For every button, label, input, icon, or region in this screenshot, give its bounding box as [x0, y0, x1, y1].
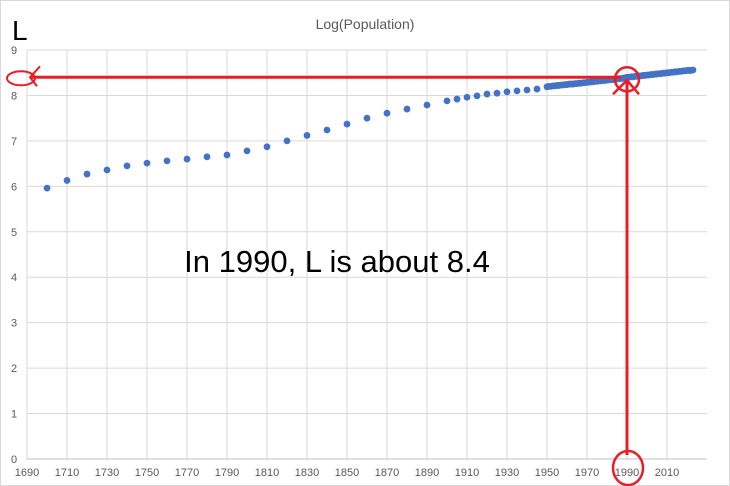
y-tick-label: 3: [11, 318, 17, 330]
data-point: [103, 166, 111, 174]
x-tick-label: 1850: [335, 467, 359, 479]
annotations: L In 1990, L is about 8.4: [6, 15, 645, 486]
data-point: [163, 157, 171, 165]
x-tick-label: 1770: [175, 467, 199, 479]
data-point: [473, 92, 481, 100]
y-tick-label: 6: [11, 181, 17, 193]
x-tick-label: 1830: [295, 467, 319, 479]
x-tick-label: 1970: [575, 467, 599, 479]
data-point: [493, 89, 501, 97]
gridlines: [26, 49, 707, 460]
data-point: [143, 159, 151, 167]
data-point: [203, 153, 211, 161]
data-point: [183, 155, 191, 163]
x-tick-label: 2010: [655, 467, 679, 479]
y-tick-label: 0: [11, 454, 17, 466]
y-axis-ticks: 0 1 2 3 4 5 6 7 8 9: [11, 45, 17, 466]
data-point: [243, 147, 251, 155]
data-point: [363, 114, 371, 122]
data-point: [503, 88, 511, 96]
data-point: [63, 177, 71, 184]
x-tick-label: 1910: [455, 467, 479, 479]
data-point: [303, 132, 311, 139]
x-tick-label: 1710: [55, 467, 79, 479]
y-tick-label: 5: [11, 227, 17, 239]
x-tick-label: 1810: [255, 467, 279, 479]
highlight-point-circle: [613, 66, 641, 93]
data-point: [533, 85, 541, 93]
y-value-circle: [6, 70, 36, 87]
y-tick-label: 9: [11, 45, 17, 57]
data-point: [343, 120, 351, 128]
y-tick-label: 1: [11, 409, 17, 421]
x-tick-label: 1890: [415, 467, 439, 479]
data-point: [263, 143, 271, 151]
x-tick-label: 1750: [135, 467, 159, 479]
x-tick-label: 1990: [615, 467, 639, 479]
y-tick-label: 2: [11, 363, 17, 375]
y-tick-label: 8: [11, 90, 17, 102]
x-tick-label: 1870: [375, 467, 399, 479]
data-points: [43, 66, 697, 192]
data-point: [443, 97, 451, 105]
data-point: [523, 86, 531, 94]
x-tick-label: 1730: [95, 467, 119, 479]
data-point: [513, 87, 521, 95]
data-point: [323, 126, 331, 134]
data-point: [223, 151, 231, 159]
data-point: [463, 93, 471, 101]
chart-title: Log(Population): [316, 16, 415, 32]
data-point: [423, 101, 431, 109]
data-point: [383, 109, 391, 117]
y-tick-label: 7: [11, 136, 17, 148]
x-tick-label: 1950: [535, 467, 559, 479]
x-tick-label: 1790: [215, 467, 239, 479]
data-point: [123, 162, 131, 170]
data-point: [483, 90, 491, 98]
data-point: [83, 170, 91, 178]
data-point: [403, 105, 411, 113]
x-value-circle: [611, 449, 645, 486]
data-point: [453, 95, 461, 103]
x-axis-ticks: 1690 1710 1730 1750 1770 1790 1810 1830 1850 1870…: [15, 467, 679, 479]
arrow-head-left: [28, 65, 41, 87]
data-point: [43, 184, 51, 192]
x-tick-label: 1930: [495, 467, 519, 479]
x-tick-label: 1690: [15, 467, 39, 479]
annotation-text: In 1990, L is about 8.4: [184, 244, 490, 279]
axis-letter-label: L: [12, 15, 28, 46]
y-tick-label: 4: [11, 272, 17, 284]
data-point: [283, 137, 291, 145]
arrow-head-up: [612, 78, 640, 96]
data-point: [689, 66, 697, 74]
